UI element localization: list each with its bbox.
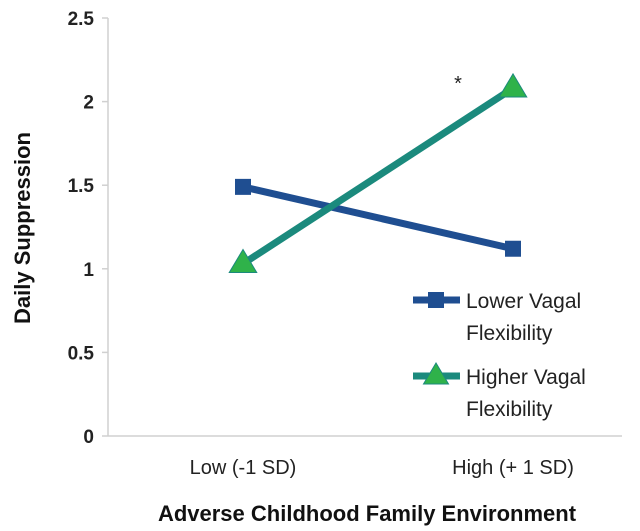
legend-swatch-marker bbox=[428, 292, 444, 308]
y-tick-label: 2.5 bbox=[68, 9, 95, 30]
x-axis-title: Adverse Childhood Family Environment bbox=[158, 501, 577, 526]
series-1 bbox=[235, 178, 521, 257]
legend-label: Higher Vagal bbox=[466, 366, 586, 389]
series-2 bbox=[228, 72, 528, 274]
legend-label: Lower Vagal bbox=[466, 290, 581, 313]
series-group bbox=[228, 72, 528, 274]
significance-marker: * bbox=[454, 73, 462, 95]
y-axis-title: Daily Suppression bbox=[10, 132, 35, 324]
legend-label: Flexibility bbox=[466, 322, 553, 345]
y-tick-label: 2 bbox=[83, 93, 94, 114]
data-point bbox=[498, 72, 528, 98]
legend-label: Flexibility bbox=[466, 398, 553, 421]
y-tick-label: 0 bbox=[83, 427, 94, 448]
data-point bbox=[505, 240, 521, 257]
y-tick-label: 0.5 bbox=[68, 343, 95, 364]
y-tick-label: 1.5 bbox=[68, 176, 95, 197]
y-tick-label: 1 bbox=[83, 260, 94, 281]
data-point bbox=[235, 178, 251, 195]
series-line bbox=[239, 84, 517, 268]
x-category-label: Low (-1 SD) bbox=[190, 457, 297, 479]
legend-item: Lower Vagal Flexibility bbox=[413, 290, 581, 345]
y-axis-ticks: 0 0.5 1 1.5 2 2.5 bbox=[68, 9, 108, 448]
legend-item: Higher Vagal Flexibility bbox=[413, 362, 586, 421]
x-axis-categories: Low (-1 SD) High (+ 1 SD) bbox=[190, 457, 574, 479]
data-point bbox=[228, 248, 258, 274]
x-category-label: High (+ 1 SD) bbox=[452, 457, 574, 479]
annotations: * bbox=[454, 73, 462, 95]
legend-swatch-marker bbox=[422, 362, 450, 385]
series-line bbox=[239, 183, 517, 253]
legend: Lower Vagal Flexibility Higher Vagal Flexib… bbox=[400, 280, 632, 430]
